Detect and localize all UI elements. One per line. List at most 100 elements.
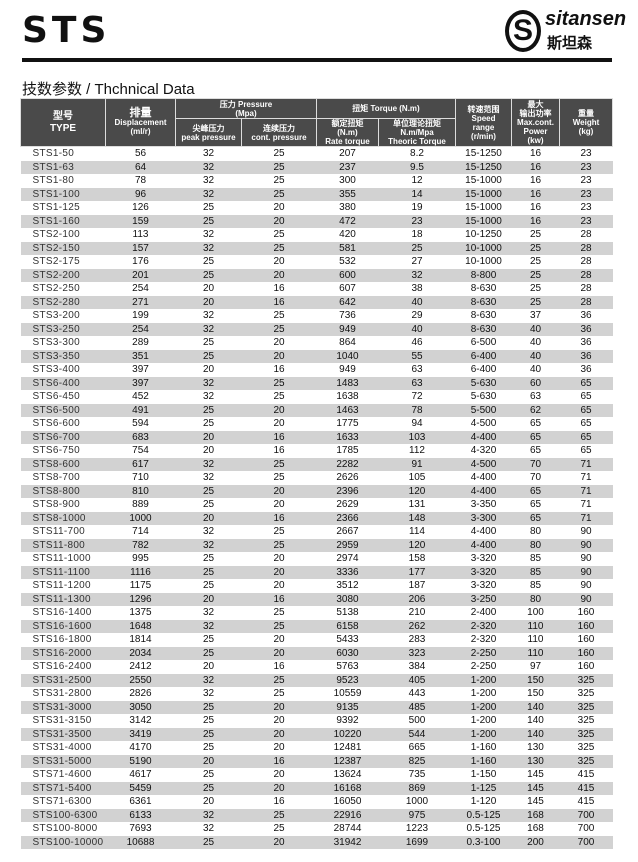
cell-power: 25 [511,268,560,282]
table-row: STS16-1800 1814 25 20 5433 283 2-320 110 160 [21,633,613,647]
col-type: 型号 TYPE [20,98,106,147]
cell-weight: 90 [580,526,592,538]
cell-displacement: 2826 [129,688,152,700]
cell-weight: 415 [559,781,613,795]
cell-peak-pressure: 32 [175,376,242,390]
cell-speed-range: 15-1000 [465,202,502,214]
cell-displacement: 4617 [129,769,152,781]
cell-speed-range: 4-400 [455,430,512,444]
table-row: STS3-200 199 32 25 736 29 8-630 37 36 [21,309,613,323]
cell-weight: 28 [559,241,613,255]
cell-theoric-torque: 103 [378,430,456,444]
cell-cont-pressure: 20 [241,835,317,849]
cell-rate-torque: 12387 [316,754,379,768]
table-row: STS16-1400 1375 32 25 5138 210 2-400 100 160 [21,606,613,620]
table-row: STS6-700 683 20 16 1633 103 4-400 65 65 [20,430,613,444]
table-row: STS3-350 351 25 20 1040 55 6-400 40 36 [20,349,613,363]
cell-speed-range: 4-500 [455,457,512,471]
cell-power: 25 [529,256,542,268]
cell-weight: 160 [577,607,595,619]
cell-peak-pressure: 25 [175,781,242,795]
cell-theoric-torque: 25 [378,241,456,255]
cell-speed-range: 1-200 [455,727,512,741]
cell-power: 16 [511,160,560,174]
cell-weight: 65 [559,430,613,444]
cell-displacement: 2412 [129,661,152,673]
cell-speed-range: 4-400 [455,484,512,498]
cell-cont-pressure: 25 [273,607,285,619]
cell-rate-torque: 5138 [336,607,359,619]
table-row: STS6-400 397 32 25 1483 63 5-630 60 65 [20,376,613,390]
cell-displacement: 810 [105,484,176,498]
cell-rate-torque: 3512 [336,580,359,592]
cell-power: 62 [511,403,560,417]
cell-peak-pressure: 25 [202,202,215,214]
cell-type: STS1-100 [20,187,106,201]
cell-cont-pressure: 25 [241,808,317,822]
table-row: STS71-4600 4617 25 20 13624 735 1-150 145 415 [21,768,613,782]
table-row: STS100-10000 10688 25 20 31942 1699 0.3-100 200… [20,835,613,849]
cell-peak-pressure: 20 [202,283,215,295]
cell-cont-pressure: 16 [241,430,317,444]
col-rate-unit: (N.m) [337,128,358,137]
cell-displacement: 1175 [129,580,152,592]
cell-cont-pressure: 20 [273,553,285,565]
cell-cont-pressure: 25 [241,457,317,471]
cell-rate-torque: 2396 [316,484,379,498]
cell-weight: 325 [559,673,613,687]
cell-cont-pressure: 20 [241,700,317,714]
cell-rate-torque: 2282 [316,457,379,471]
cell-theoric-torque: 443 [408,688,426,700]
cell-type: STS16-2400 [32,661,92,673]
cell-peak-pressure: 20 [175,295,242,309]
cell-peak-pressure: 20 [175,511,242,525]
cell-displacement: 1648 [105,619,176,633]
col-type-en: TYPE [49,122,77,134]
cell-type: STS11-1300 [20,592,106,606]
cell-peak-pressure: 25 [175,484,242,498]
cell-theoric-torque: 29 [411,310,423,322]
cell-cont-pressure: 20 [273,742,285,754]
table-row: STS1-63 64 32 25 237 9.5 15-1250 16 23 [20,160,613,174]
cell-type: STS31-2500 [20,673,106,687]
cell-rate-torque: 10220 [316,727,379,741]
cell-rate-torque: 1775 [336,418,359,430]
cell-rate-torque: 16050 [333,796,362,808]
cell-theoric-torque: 112 [409,445,425,457]
cell-theoric-torque: 120 [378,538,456,552]
cell-theoric-torque: 869 [378,781,456,795]
cell-weight: 36 [580,337,592,349]
cell-cont-pressure: 20 [273,337,285,349]
cell-rate-torque: 9135 [316,700,379,714]
cell-cont-pressure: 20 [273,256,285,268]
cell-type: STS3-200 [32,310,80,322]
cell-cont-pressure: 20 [273,418,285,430]
cell-displacement: 2550 [105,673,176,687]
cell-cont-pressure: 20 [241,268,317,282]
cell-cont-pressure: 16 [273,661,285,673]
cell-speed-range: 2-250 [470,661,497,673]
table-row: STS6-450 452 32 25 1638 72 5-630 63 65 [21,390,613,404]
cell-cont-pressure: 25 [273,526,285,538]
cell-rate-torque: 532 [339,256,356,268]
cell-theoric-torque: 19 [411,202,423,214]
table-row: STS100-8000 7693 32 25 28744 1223 0.5-125 168 70… [21,822,613,836]
cell-type: STS16-1400 [32,607,92,619]
cell-cont-pressure: 16 [273,283,285,295]
cell-theoric-torque: 72 [411,391,423,403]
cell-rate-torque: 2667 [336,526,359,538]
cell-type: STS71-6300 [32,796,92,808]
cell-peak-pressure: 25 [175,403,242,417]
cell-peak-pressure: 25 [202,553,215,565]
cell-theoric-torque: 148 [378,511,456,525]
cell-peak-pressure: 32 [202,148,215,160]
cell-rate-torque: 949 [339,364,356,376]
cell-theoric-torque: 544 [378,727,456,741]
cell-rate-torque: 2629 [336,499,359,511]
cell-peak-pressure: 20 [175,754,242,768]
cell-weight: 325 [559,754,613,768]
cell-weight: 65 [580,445,592,457]
cell-weight: 28 [559,268,613,282]
cell-power: 65 [529,499,542,511]
cell-type: STS8-600 [20,457,106,471]
